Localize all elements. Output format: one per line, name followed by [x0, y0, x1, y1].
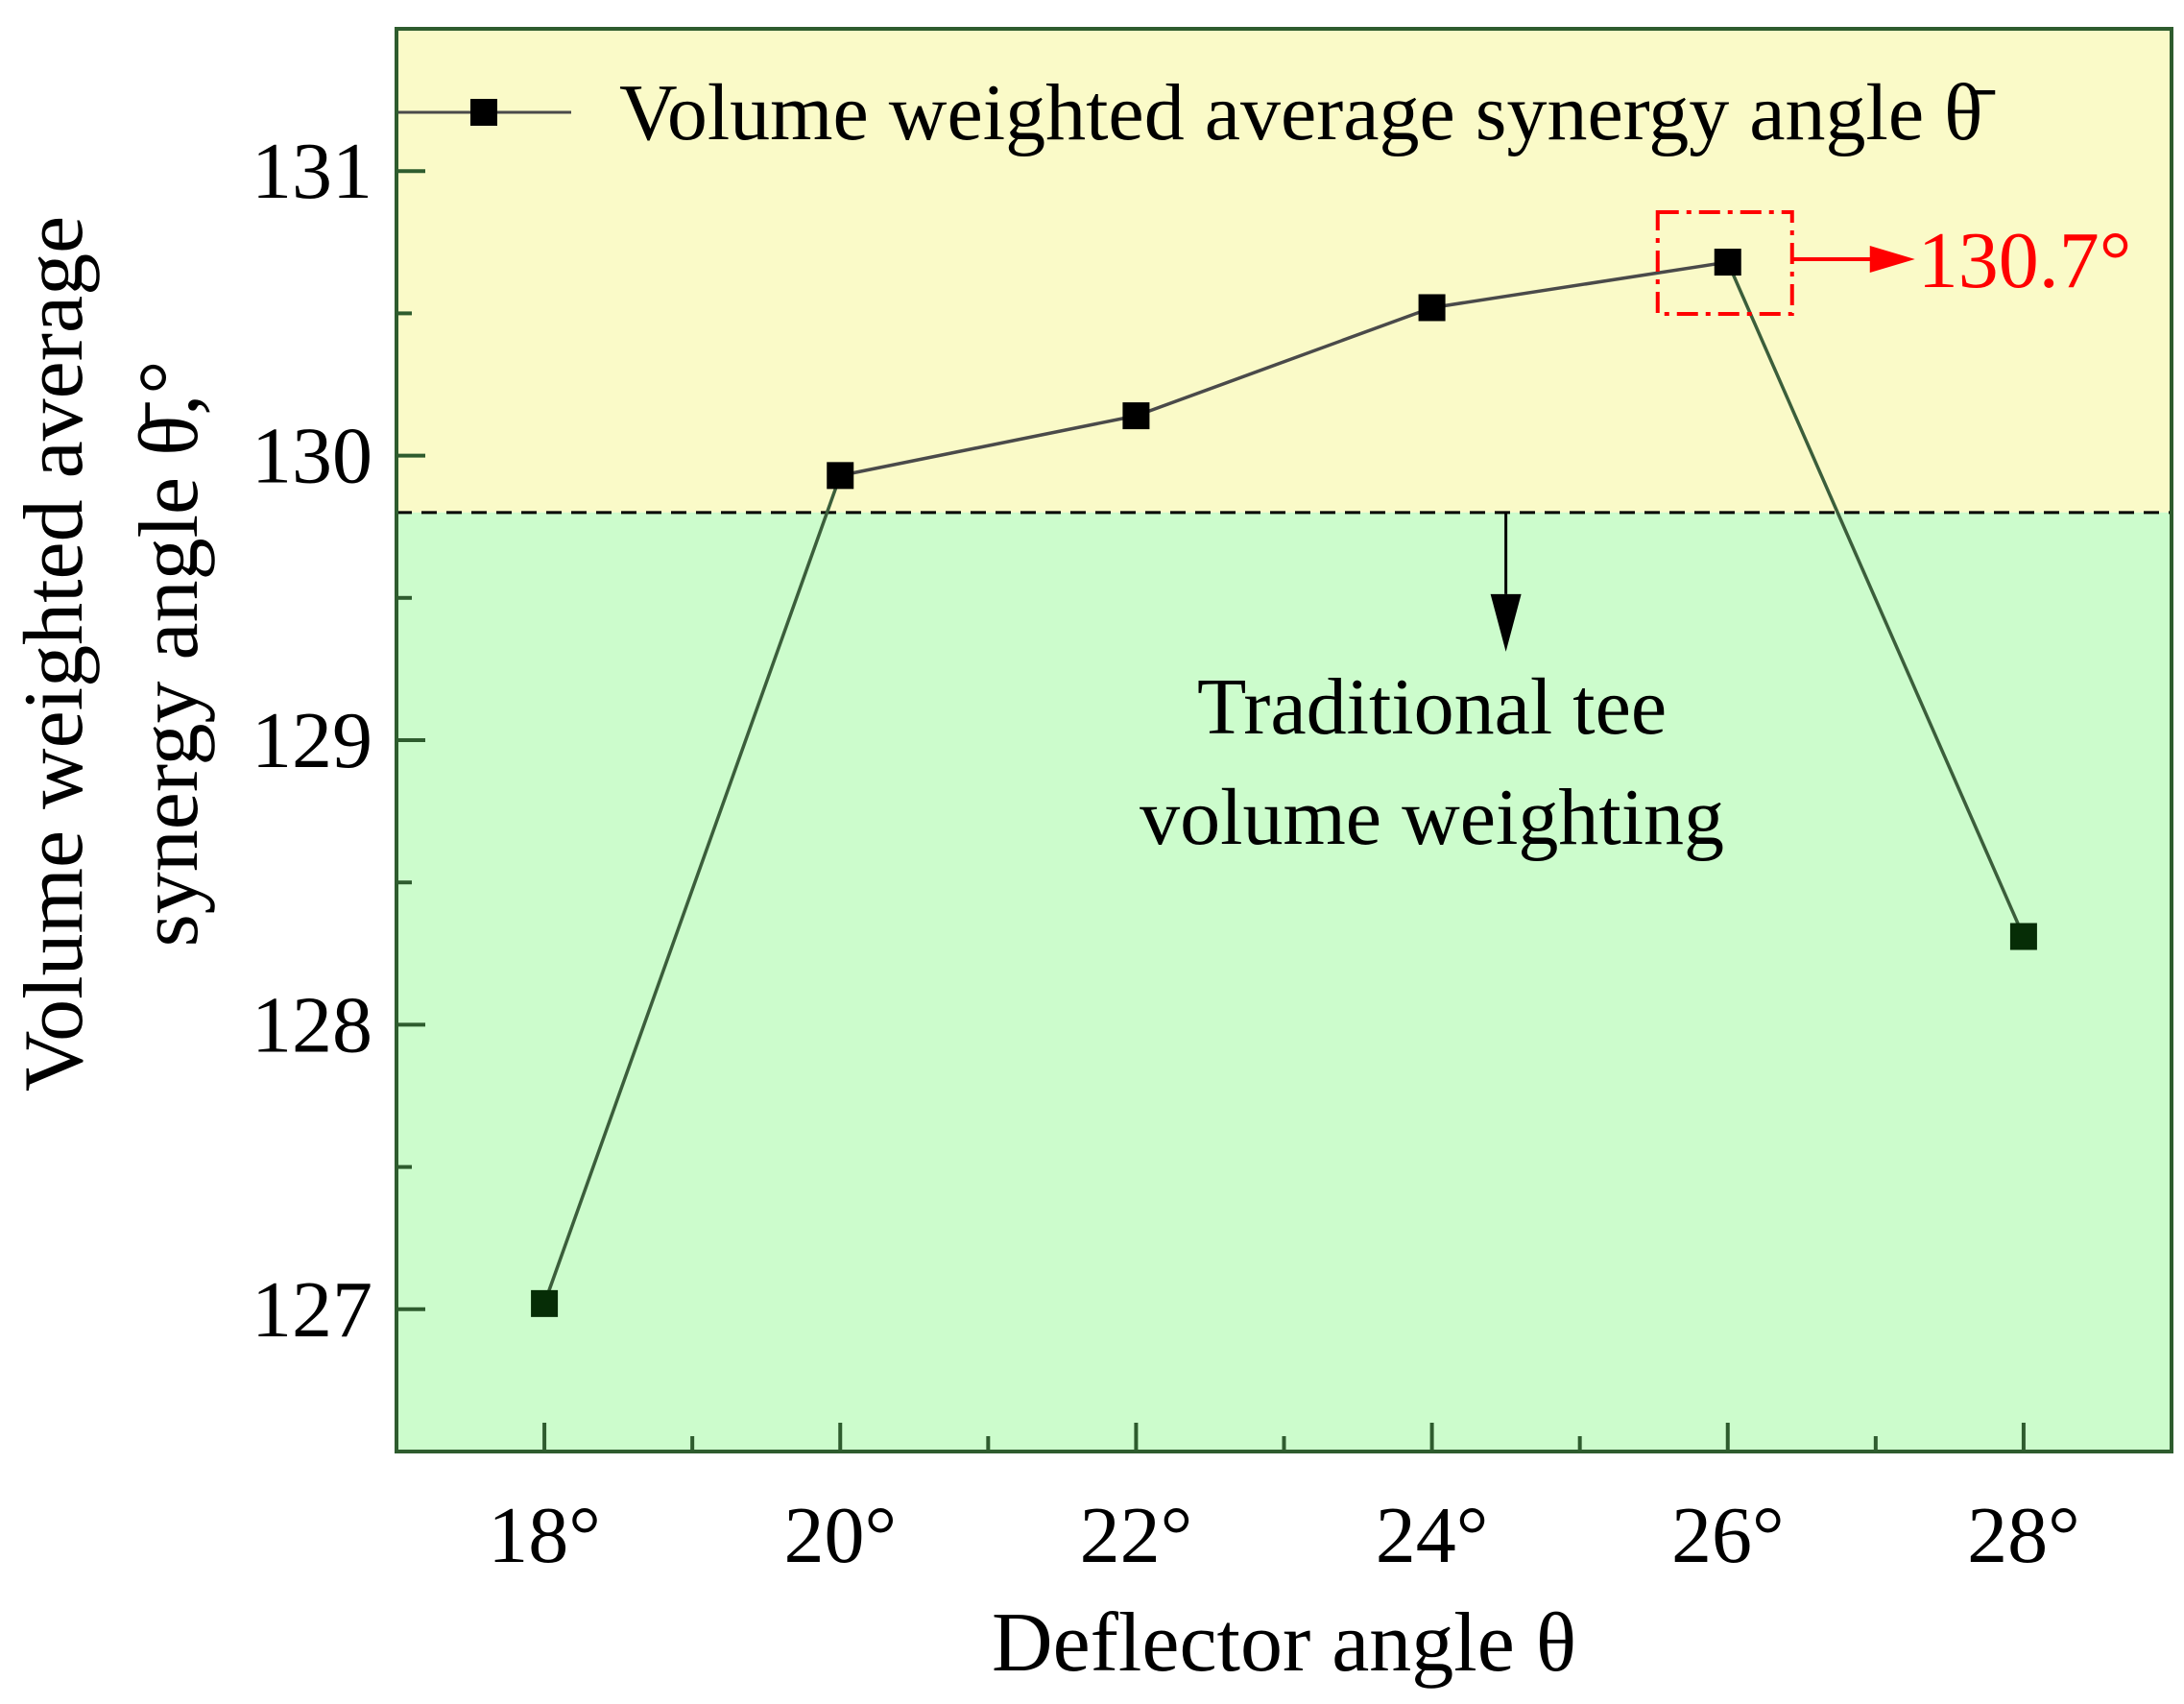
series-segment	[1135, 305, 1433, 418]
series-markers	[531, 249, 2037, 1317]
y-tick-label: 128	[252, 980, 372, 1069]
x-tick-label: 22°	[1080, 1491, 1193, 1580]
x-tick-label: 26°	[1671, 1491, 1785, 1580]
x-axis-title: Deflector angle θ	[992, 1596, 1576, 1690]
legend-marker	[470, 99, 497, 126]
plot-frame	[395, 27, 2173, 1453]
legend-label: Volume weighted average synergy angle θ̄	[619, 68, 1995, 157]
series-segment	[1726, 261, 2026, 938]
reference-arrow-head	[1490, 593, 1522, 652]
region-below-reference	[396, 512, 2172, 1452]
x-tick-labels: 18° 20° 22° 24° 26° 28°	[488, 1491, 2079, 1580]
data-point-marker	[1418, 294, 1446, 322]
data-point-marker	[2009, 923, 2037, 950]
data-point-marker	[1122, 402, 1150, 430]
y-tick-label: 127	[252, 1265, 372, 1355]
reference-label-line1: Traditional tee	[1197, 662, 1667, 752]
y-tick-label: 129	[252, 696, 372, 785]
major-ticks	[396, 169, 2026, 1452]
highlight-label: 130.7°	[1918, 216, 2132, 305]
data-point-marker	[827, 462, 854, 490]
reference-label-line2: volume weighting	[1140, 773, 1724, 862]
y-tick-label: 130	[252, 412, 372, 501]
highlight-arrow-head	[1869, 246, 1915, 274]
data-point-marker	[531, 1289, 559, 1317]
series-segment	[542, 474, 842, 1305]
y-axis-title-line1: Volume weighted average	[8, 216, 101, 1092]
x-tick-label: 18°	[488, 1491, 601, 1580]
data-point-marker	[1714, 249, 1741, 276]
y-axis-title-line2: synergy angle θ̄,°	[123, 361, 216, 948]
series-segment	[1431, 260, 1729, 310]
series-segment	[839, 414, 1137, 478]
x-tick-label: 24°	[1376, 1491, 1489, 1580]
series-lines	[542, 260, 2026, 1305]
y-tick-labels: 127 128 129 130 131	[252, 127, 372, 1355]
y-tick-label: 131	[252, 127, 372, 216]
highlight-box	[1655, 210, 1794, 317]
x-tick-label: 20°	[783, 1491, 897, 1580]
x-tick-label: 28°	[1967, 1491, 2080, 1580]
